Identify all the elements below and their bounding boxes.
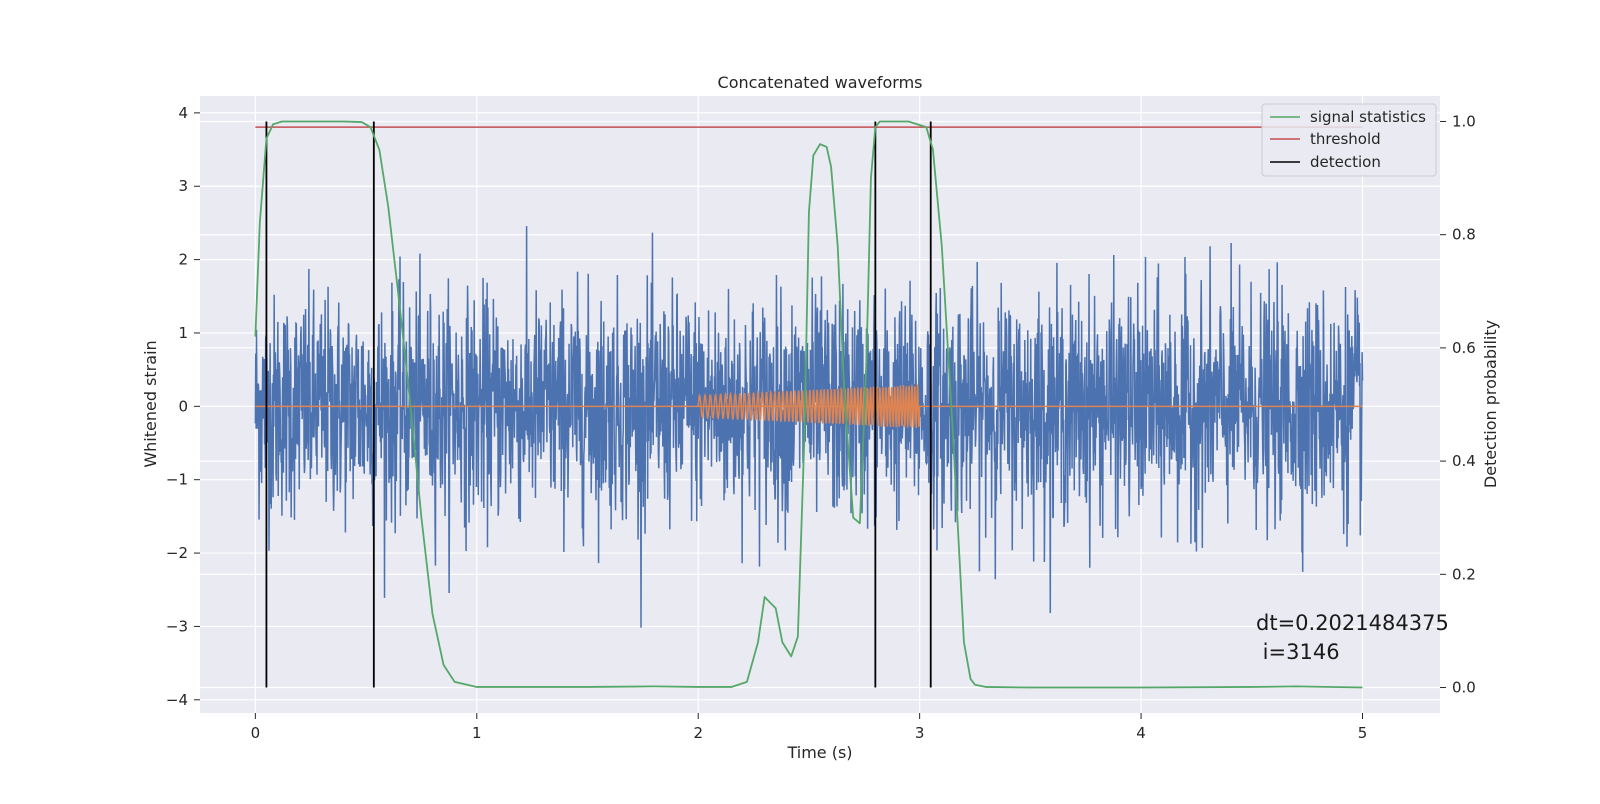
legend-label-detection: detection <box>1310 153 1381 171</box>
y-left-tick-label: 4 <box>178 104 188 122</box>
chart-title: Concatenated waveforms <box>718 73 923 92</box>
y-axis-label-right: Detection probability <box>1481 320 1500 488</box>
x-tick-label: 1 <box>472 724 482 742</box>
y-left-tick-label: −3 <box>166 617 188 635</box>
y-axis-label-left: Whitened strain <box>141 340 160 467</box>
legend: signal statistics threshold detection <box>1261 103 1437 177</box>
y-right-tick-label: 0.6 <box>1452 339 1476 357</box>
legend-box <box>1261 103 1437 177</box>
injection-series <box>255 384 1363 428</box>
y-left-tick-label: 1 <box>178 324 188 342</box>
y-left-tick-label: 2 <box>178 251 188 269</box>
x-tick-label: 5 <box>1358 724 1368 742</box>
x-axis-label: Time (s) <box>786 743 852 762</box>
y-left-tick-label: −2 <box>166 544 188 562</box>
legend-label-threshold: threshold <box>1310 130 1381 148</box>
annotation-i: i=3146 <box>1256 640 1340 664</box>
x-tick-label: 4 <box>1136 724 1146 742</box>
y-left-tick-label: −1 <box>166 471 188 489</box>
y-left-tick-label: 3 <box>178 177 188 195</box>
injection-chirp <box>697 384 921 428</box>
detection-layer <box>254 120 1363 689</box>
x-tick-label: 3 <box>915 724 925 742</box>
y-left-tick-label: −4 <box>166 691 188 709</box>
signal-statistics-line <box>254 120 1363 689</box>
y-right-tick-label: 0.0 <box>1452 679 1476 697</box>
axis-ticks: 0 1 2 3 4 5 −4 −3 −2 −1 0 1 2 3 4 0.0 0.2 0.4 0.6 0.8 1.0 <box>166 104 1476 742</box>
x-tick-label: 2 <box>693 724 703 742</box>
y-right-tick-label: 0.2 <box>1452 565 1476 583</box>
x-tick-label: 0 <box>251 724 261 742</box>
y-right-tick-label: 1.0 <box>1452 112 1476 130</box>
y-right-tick-label: 0.8 <box>1452 226 1476 244</box>
annotation-dt: dt=0.2021484375 <box>1256 611 1449 635</box>
y-right-tick-label: 0.4 <box>1452 452 1476 470</box>
legend-label-signal-statistics: signal statistics <box>1310 108 1426 126</box>
y-left-tick-label: 0 <box>178 397 188 415</box>
